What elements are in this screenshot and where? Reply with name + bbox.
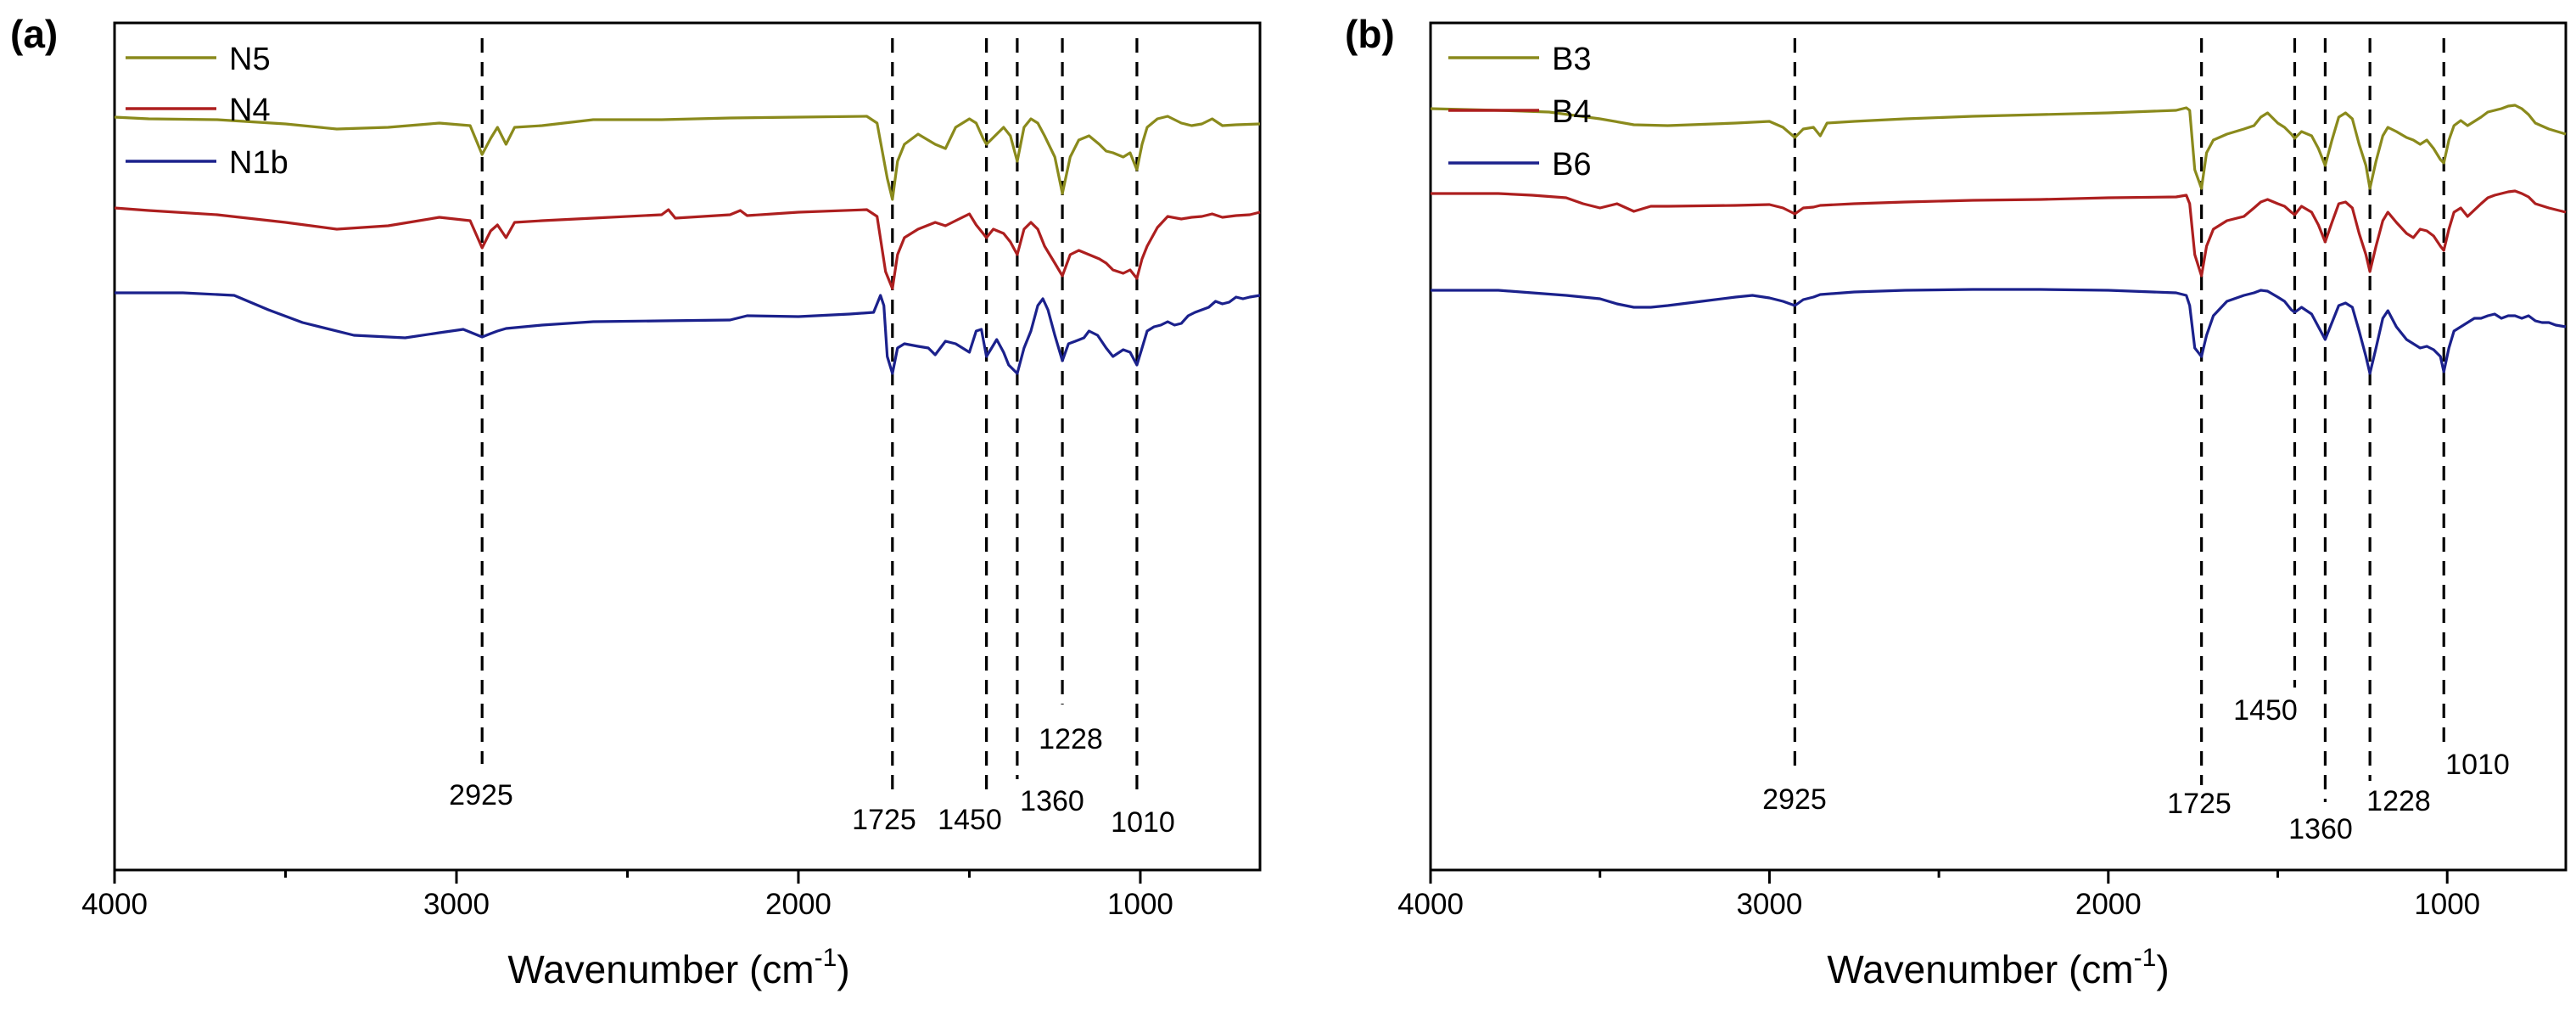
legend-label-N5: N5 [229, 42, 271, 77]
legend-b: B3 B4 B6 [1448, 42, 1591, 182]
x-tick-label-a-1000: 1000 [1107, 888, 1173, 921]
peak-label-b-1010: 1010 [2445, 749, 2510, 781]
series-line-B3 [1430, 104, 2567, 190]
x-tick-label-a-3000: 3000 [423, 888, 490, 921]
peak-label-b-2925: 2925 [1762, 783, 1827, 816]
legend-label-N4: N4 [229, 93, 271, 128]
panel-a-plot-frame [113, 21, 1262, 872]
peak-label-b-1725: 1725 [2167, 788, 2232, 820]
x-axis-title-b: Wavenumber (cm-1) [1827, 944, 2169, 991]
legend-label-B4: B4 [1552, 94, 1591, 130]
panel-a-label: (a) [10, 12, 58, 56]
peak-label-a-1228: 1228 [1039, 723, 1103, 755]
series-line-N5 [114, 115, 1261, 201]
x-axis-b: 4000 3000 2000 1000 Wavenumber (cm-1) [1397, 870, 2480, 991]
legend-label-N1b: N1b [229, 145, 288, 181]
peak-label-a-1725: 1725 [852, 804, 916, 836]
x-tick-label-a-2000: 2000 [765, 888, 832, 921]
x-tick-label-b-4000: 4000 [1397, 888, 1464, 921]
series-line-B6 [1431, 288, 2567, 375]
legend-label-B3: B3 [1552, 42, 1591, 77]
legend-label-B6: B6 [1552, 147, 1591, 182]
peak-label-b-1228: 1228 [2366, 785, 2431, 817]
peak-label-a-1450: 1450 [938, 804, 1002, 836]
x-axis-a: 4000 3000 2000 1000 Wavenumber (cm-1) [81, 870, 1173, 991]
peak-label-a-1010: 1010 [1111, 806, 1175, 839]
panel-b-label: (b) [1345, 12, 1395, 56]
peak-label-b-1360: 1360 [2288, 813, 2353, 845]
series-line-B4 [1431, 189, 2567, 278]
x-tick-label-b-3000: 3000 [1736, 888, 1802, 921]
peak-label-b-1450: 1450 [2233, 694, 2298, 727]
series-line-N4 [114, 206, 1261, 290]
panel-b-chart: (b) 2925 1725 1450 1360 1228 1010 B3 B4 … [1345, 12, 2568, 991]
legend-a: N5 N4 N1b [126, 42, 288, 181]
x-tick-label-b-1000: 1000 [2414, 888, 2480, 921]
x-axis-title-a: Wavenumber (cm-1) [507, 944, 849, 991]
x-tick-label-a-4000: 4000 [81, 888, 148, 921]
panel-a-chart: (a) 2925 1725 1450 1360 1228 1010 N5 N4 … [10, 12, 1262, 991]
panel-b-plot-frame [1429, 21, 2568, 872]
series-line-N1b [115, 291, 1261, 375]
x-tick-label-b-2000: 2000 [2075, 888, 2142, 921]
peak-label-a-2925: 2925 [449, 779, 513, 811]
peak-label-a-1360: 1360 [1020, 785, 1084, 817]
